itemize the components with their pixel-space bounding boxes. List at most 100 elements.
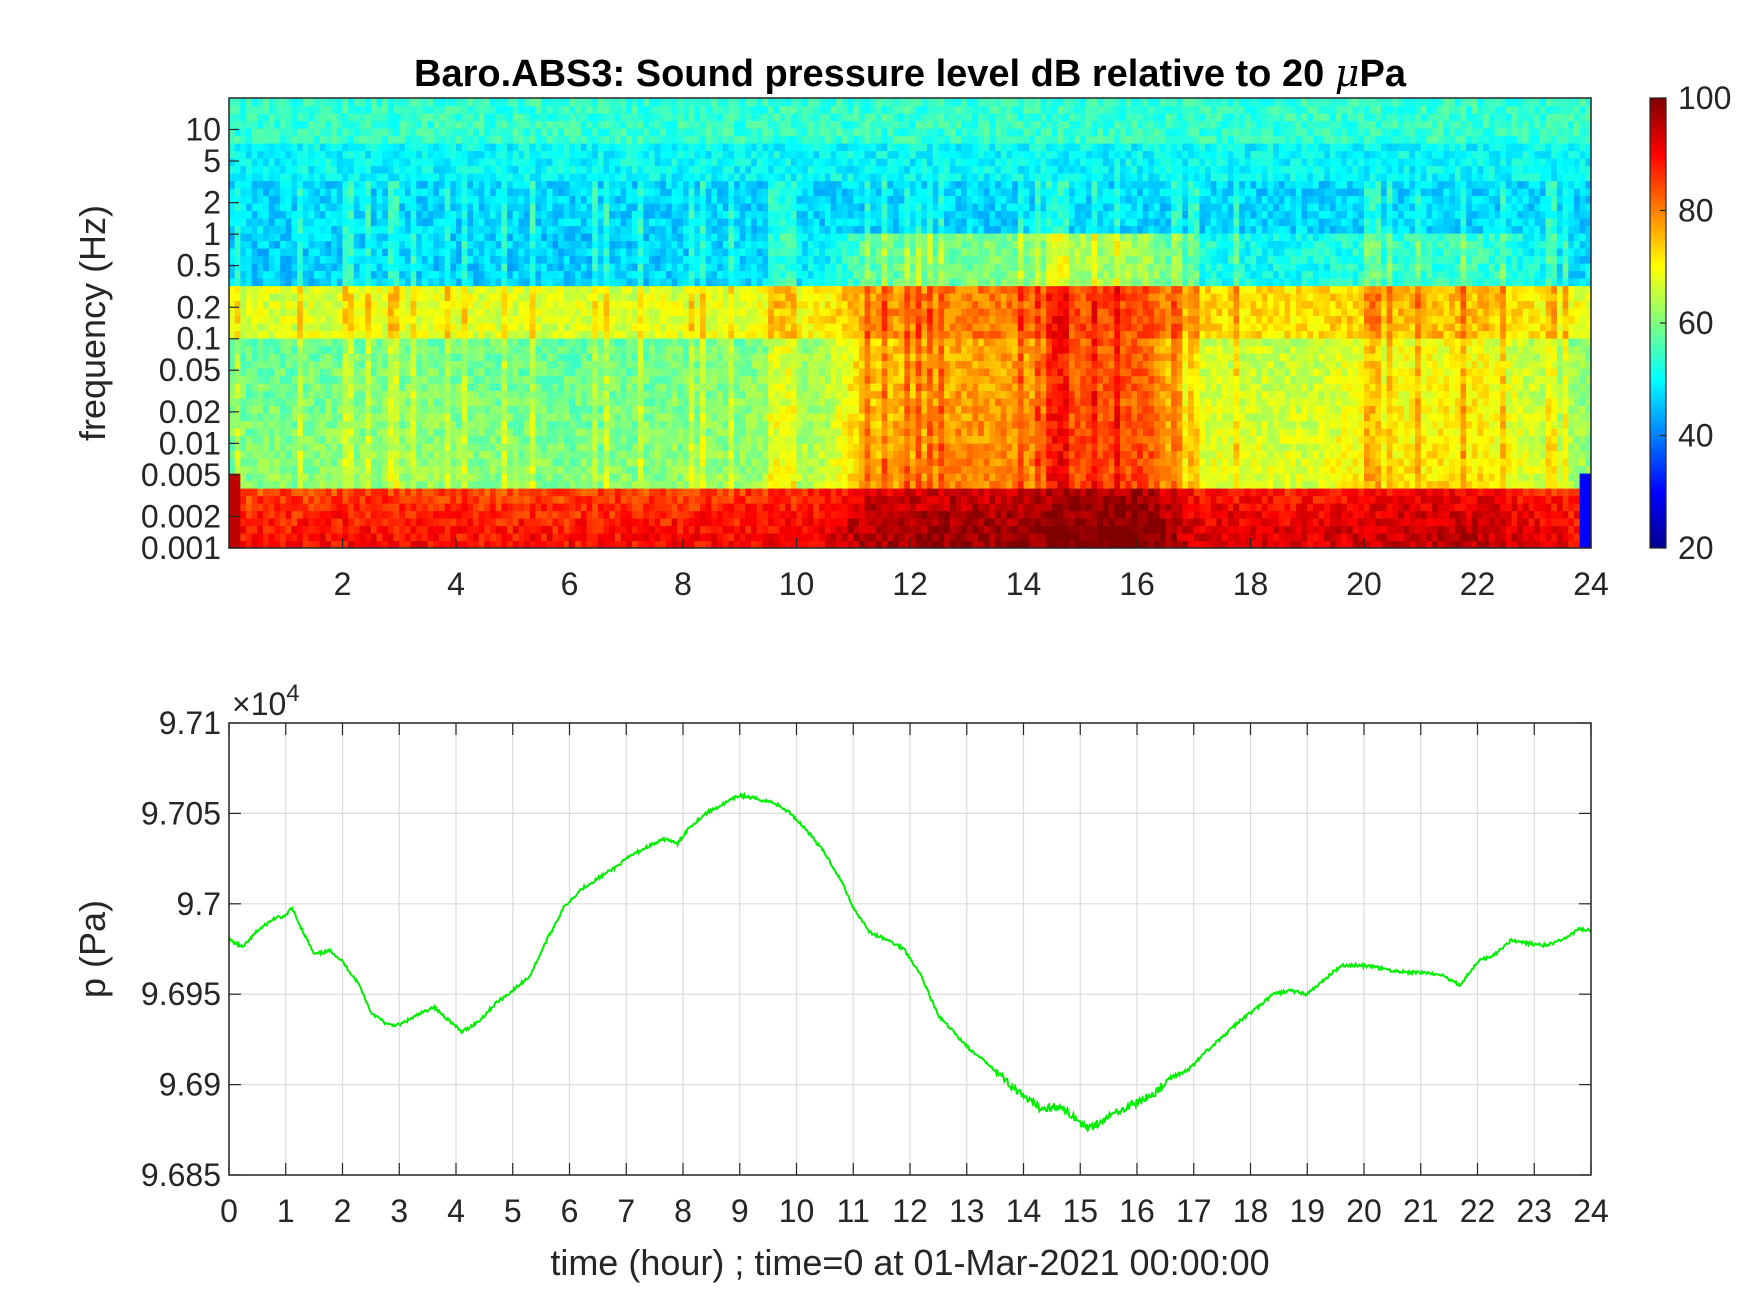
heatmap-cell (433, 435, 440, 444)
heatmap-cell (280, 218, 287, 227)
heatmap-cell (240, 285, 247, 294)
heatmap-cell (575, 465, 582, 474)
heatmap-cell (529, 390, 537, 399)
heatmap-cell (438, 293, 446, 302)
heatmap-cell (280, 338, 287, 347)
heatmap-cell (240, 278, 247, 287)
heatmap-cell (297, 510, 304, 519)
heatmap-cell (308, 158, 315, 167)
heatmap-cell (654, 233, 661, 242)
heatmap-cell (478, 473, 485, 482)
heatmap-cell (387, 338, 395, 347)
heatmap-cell (438, 315, 446, 324)
heatmap-cell (353, 315, 361, 324)
heatmap-cell (609, 398, 616, 407)
heatmap-cell (637, 270, 644, 279)
heatmap-cell (342, 98, 349, 107)
heatmap-cell (314, 165, 321, 174)
heatmap-cell (563, 443, 571, 452)
heatmap-cell (546, 285, 554, 294)
heatmap-cell (365, 413, 372, 422)
heatmap-cell (319, 263, 327, 272)
heatmap-cell (467, 540, 474, 548)
heatmap-cell (660, 225, 667, 234)
heatmap-cell (643, 450, 650, 459)
heatmap-cell (433, 158, 440, 167)
heatmap-cell (631, 338, 639, 347)
heatmap-cell (348, 405, 355, 414)
heatmap-cell (325, 98, 332, 107)
heatmap-cell (643, 180, 650, 189)
heatmap-cell (597, 383, 605, 392)
heatmap-cell (314, 480, 321, 489)
heatmap-cell (342, 218, 349, 227)
heatmap-cell (507, 488, 514, 497)
heatmap-cell (541, 300, 548, 309)
heatmap-cell (637, 435, 644, 444)
heatmap-cell (382, 248, 389, 257)
heatmap-cell (421, 218, 429, 227)
heatmap-cell (353, 495, 361, 504)
heatmap-cell (251, 330, 258, 339)
heatmap-cell (603, 428, 610, 437)
heatmap-cell (246, 165, 253, 174)
heatmap-cell (643, 158, 650, 167)
heatmap-cell (404, 405, 412, 414)
heatmap-cell (393, 173, 400, 182)
heatmap-cell (229, 263, 236, 272)
heatmap-cell (546, 510, 554, 519)
heatmap-cell (529, 330, 537, 339)
heatmap-cell (240, 465, 247, 474)
heatmap-cell (524, 413, 531, 422)
heatmap-cell (626, 473, 633, 482)
heatmap-cell (512, 450, 520, 459)
heatmap-cell (524, 233, 531, 242)
heatmap-cell (387, 428, 395, 437)
heatmap-cell (297, 488, 304, 497)
heatmap-cell (370, 120, 378, 129)
heatmap-cell (643, 263, 650, 272)
heatmap-cell (490, 263, 497, 272)
heatmap-cell (552, 315, 559, 324)
heatmap-cell (609, 503, 616, 512)
heatmap-cell (569, 195, 576, 204)
heatmap-cell (541, 158, 548, 167)
heatmap-cell (387, 435, 395, 444)
heatmap-cell (263, 353, 270, 362)
heatmap-cell (597, 233, 605, 242)
heatmap-cell (592, 375, 599, 384)
heatmap-cell (234, 413, 241, 422)
heatmap-cell (603, 465, 610, 474)
heatmap-cell (421, 450, 429, 459)
heatmap-cell (280, 465, 287, 474)
heatmap-cell (359, 353, 366, 362)
heatmap-cell (677, 533, 684, 542)
heatmap-cell (597, 510, 605, 519)
heatmap-cell (478, 293, 485, 302)
heatmap-cell (404, 375, 412, 384)
heatmap-cell (370, 525, 378, 534)
heatmap-cell (234, 113, 241, 122)
heatmap-cell (512, 225, 520, 234)
heatmap-cell (603, 188, 610, 197)
heatmap-cell (359, 113, 366, 122)
heatmap-cell (416, 533, 423, 542)
heatmap-cell (251, 420, 258, 429)
heatmap-cell (660, 323, 667, 332)
heatmap-cell (512, 323, 520, 332)
heatmap-cell (444, 128, 451, 137)
heatmap-cell (654, 248, 661, 257)
heatmap-cell (688, 480, 695, 489)
heatmap-cell (325, 195, 332, 204)
heatmap-cell (478, 105, 485, 114)
heatmap-cell (399, 525, 406, 534)
heatmap-cell (603, 435, 610, 444)
heatmap-cell (314, 420, 321, 429)
heatmap-cell (541, 398, 548, 407)
heatmap-cell (558, 383, 565, 392)
heatmap-cell (683, 278, 690, 287)
heatmap-cell (620, 338, 627, 347)
heatmap-cell (643, 390, 650, 399)
heatmap-cell (654, 323, 661, 332)
heatmap-cell (342, 473, 349, 482)
